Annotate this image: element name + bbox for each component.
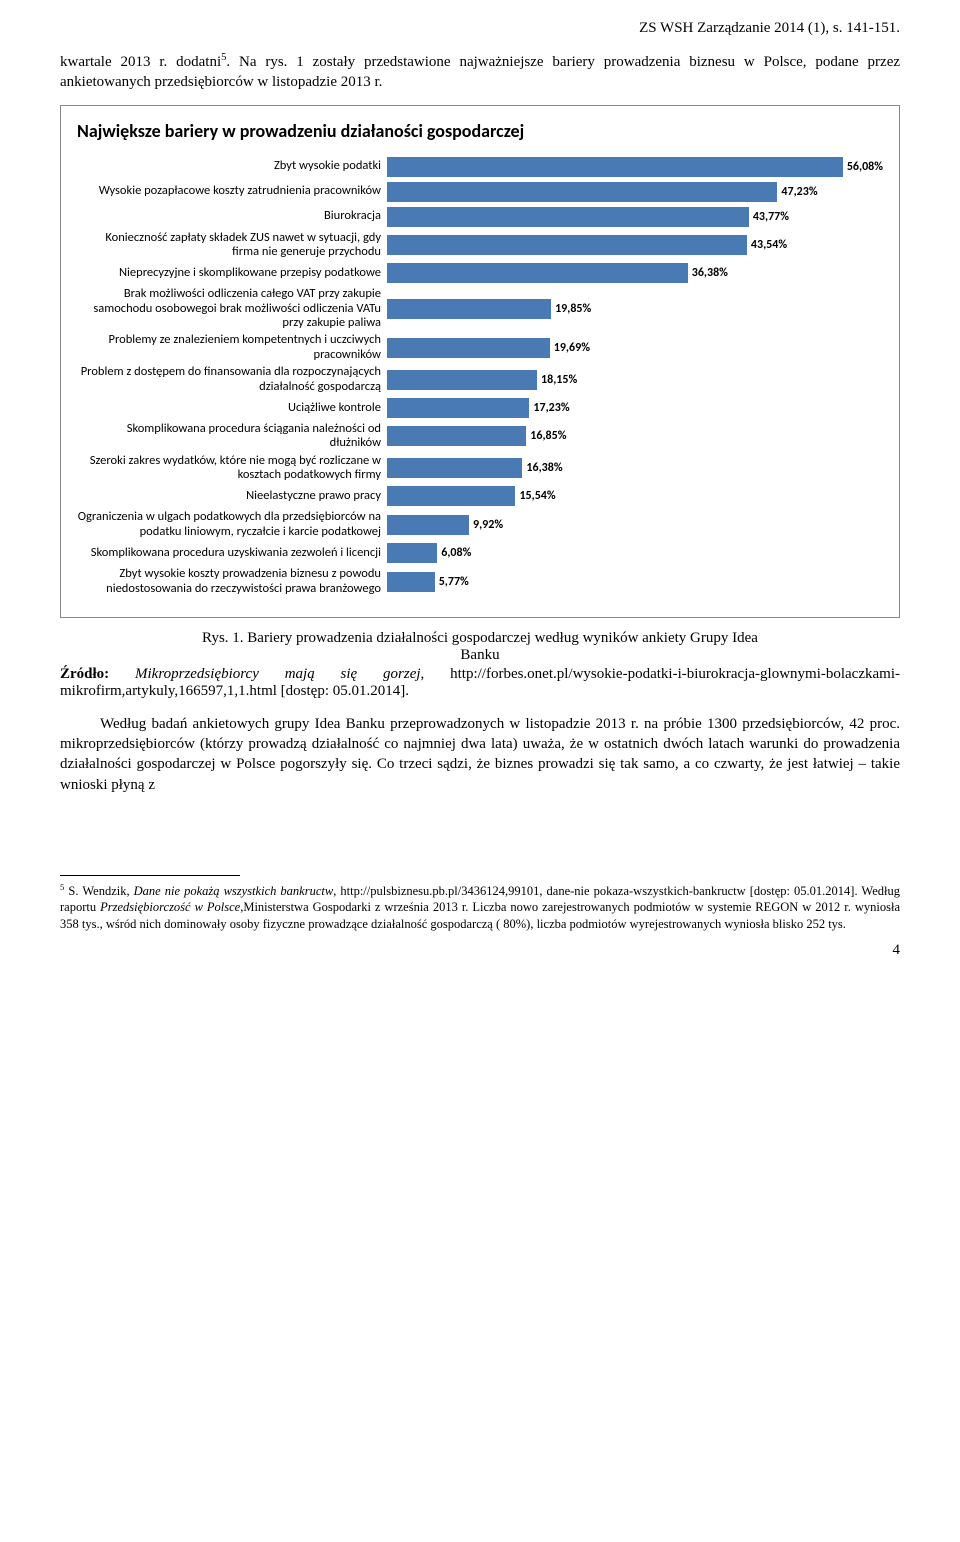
- chart-row: Wysokie pozapłacowe koszty zatrudnienia …: [77, 181, 883, 203]
- chart-bar: [387, 486, 515, 506]
- chart-bar-value: 15,54%: [519, 489, 555, 503]
- chart-row: Ograniczenia w ulgach podatkowych dla pr…: [77, 510, 883, 539]
- figure-caption: Rys. 1. Bariery prowadzenia działalności…: [60, 630, 900, 664]
- chart-bar-area: 5,77%: [387, 571, 883, 593]
- chart-bar: [387, 263, 688, 283]
- chart-bar: [387, 182, 777, 202]
- chart-bar-label: Brak możliwości odliczenia całego VAT pr…: [77, 287, 387, 330]
- chart-bar-label: Szeroki zakres wydatków, które nie mogą …: [77, 454, 387, 483]
- chart-bar-label: Nieprecyzyjne i skomplikowane przepisy p…: [77, 266, 387, 280]
- chart-row: Konieczność zapłaty składek ZUS nawet w …: [77, 231, 883, 260]
- chart-row: Problemy ze znalezieniem kompetentnych i…: [77, 333, 883, 362]
- chart-bar: [387, 398, 529, 418]
- chart-bar-label: Skomplikowana procedura uzyskiwania zezw…: [77, 546, 387, 560]
- chart-row: Szeroki zakres wydatków, które nie mogą …: [77, 454, 883, 483]
- chart-bar-value: 19,85%: [555, 302, 591, 316]
- chart-bar-value: 56,08%: [847, 160, 883, 174]
- chart-row: Uciążliwe kontrole 17,23%: [77, 397, 883, 419]
- chart-bar-label: Zbyt wysokie koszty prowadzenia biznesu …: [77, 567, 387, 596]
- chart-row: Skomplikowana procedura uzyskiwania zezw…: [77, 542, 883, 564]
- chart-bar: [387, 299, 551, 319]
- chart-row: Biurokracja 43,77%: [77, 206, 883, 228]
- chart-row: Nieelastyczne prawo pracy 15,54%: [77, 485, 883, 507]
- chart-bar-area: 43,54%: [387, 234, 883, 256]
- chart-title: Największe bariery w prowadzeniu działan…: [77, 120, 883, 142]
- chart-bar-value: 19,69%: [554, 341, 590, 355]
- chart-bar-value: 43,54%: [751, 238, 787, 252]
- source-title: Mikroprzedsiębiorcy mają się gorzej: [109, 666, 420, 682]
- chart-bar-area: 19,69%: [387, 337, 883, 359]
- paragraph-1: kwartale 2013 r. dodatni5. Na rys. 1 zos…: [60, 51, 900, 93]
- chart-bar-area: 56,08%: [387, 156, 883, 178]
- page-number: 4: [60, 942, 900, 959]
- footnote-ital-1: Dane nie pokażą wszystkich bankructw: [134, 884, 334, 898]
- caption-line-1: Rys. 1. Bariery prowadzenia działalności…: [202, 630, 758, 646]
- chart-bar-value: 36,38%: [692, 266, 728, 280]
- chart-bar-area: 17,23%: [387, 397, 883, 419]
- chart-bar-area: 19,85%: [387, 298, 883, 320]
- chart-bar-area: 16,85%: [387, 425, 883, 447]
- source-label: Źródło:: [60, 666, 109, 682]
- chart-bar-area: 36,38%: [387, 262, 883, 284]
- chart-bar-label: Konieczność zapłaty składek ZUS nawet w …: [77, 231, 387, 260]
- chart-bar-label: Skomplikowana procedura ściągania należn…: [77, 422, 387, 451]
- footnote-text-a: S. Wendzik,: [64, 884, 133, 898]
- footnote-ital-2: Przedsiębiorczość w Polsce,: [100, 900, 243, 914]
- chart-bar-value: 18,15%: [541, 373, 577, 387]
- chart-bar-value: 47,23%: [781, 185, 817, 199]
- chart-bar-area: 15,54%: [387, 485, 883, 507]
- source-line: Źródło: Mikroprzedsiębiorcy mają się gor…: [60, 666, 900, 700]
- chart-rows-container: Zbyt wysokie podatki 56,08% Wysokie pozapł…: [77, 156, 883, 596]
- chart-bar-area: 43,77%: [387, 206, 883, 228]
- chart-bar: [387, 207, 749, 227]
- chart-bar-area: 6,08%: [387, 542, 883, 564]
- chart-bar-value: 16,38%: [526, 461, 562, 475]
- caption-line-2: Banku: [460, 647, 499, 663]
- chart-bar-label: Uciążliwe kontrole: [77, 401, 387, 415]
- chart-bar: [387, 157, 843, 177]
- para1-text-a: kwartale 2013 r. dodatni: [60, 54, 221, 70]
- running-header: ZS WSH Zarządzanie 2014 (1), s. 141-151.: [60, 20, 900, 37]
- chart-bar-value: 9,92%: [473, 518, 503, 532]
- chart-row: Skomplikowana procedura ściągania należn…: [77, 422, 883, 451]
- barriers-chart: Największe bariery w prowadzeniu działan…: [60, 105, 900, 618]
- chart-bar: [387, 572, 435, 592]
- chart-row: Problem z dostępem do finansowania dla r…: [77, 365, 883, 394]
- footnote-5: 5 S. Wendzik, Dane nie pokażą wszystkich…: [60, 882, 900, 932]
- chart-bar-area: 16,38%: [387, 457, 883, 479]
- chart-bar-label: Biurokracja: [77, 209, 387, 223]
- chart-bar: [387, 235, 747, 255]
- chart-bar-value: 5,77%: [439, 575, 469, 589]
- chart-row: Nieprecyzyjne i skomplikowane przepisy p…: [77, 262, 883, 284]
- chart-row: Brak możliwości odliczenia całego VAT pr…: [77, 287, 883, 330]
- chart-bar-label: Ograniczenia w ulgach podatkowych dla pr…: [77, 510, 387, 539]
- chart-bar: [387, 515, 469, 535]
- chart-bar-value: 16,85%: [530, 429, 566, 443]
- paragraph-2: Według badań ankietowych grupy Idea Bank…: [60, 714, 900, 795]
- chart-row: Zbyt wysokie koszty prowadzenia biznesu …: [77, 567, 883, 596]
- chart-bar-label: Wysokie pozapłacowe koszty zatrudnienia …: [77, 184, 387, 198]
- chart-row: Zbyt wysokie podatki 56,08%: [77, 156, 883, 178]
- chart-bar-label: Problem z dostępem do finansowania dla r…: [77, 365, 387, 394]
- chart-bar-area: 47,23%: [387, 181, 883, 203]
- chart-bar-value: 17,23%: [533, 401, 569, 415]
- chart-bar: [387, 458, 522, 478]
- chart-bar-value: 6,08%: [441, 546, 471, 560]
- chart-bar-label: Problemy ze znalezieniem kompetentnych i…: [77, 333, 387, 362]
- chart-bar-label: Nieelastyczne prawo pracy: [77, 489, 387, 503]
- footnote-separator: [60, 875, 240, 876]
- chart-bar-area: 9,92%: [387, 514, 883, 536]
- chart-bar: [387, 338, 550, 358]
- chart-bar: [387, 370, 537, 390]
- chart-bar-label: Zbyt wysokie podatki: [77, 159, 387, 173]
- chart-bar: [387, 543, 437, 563]
- chart-bar: [387, 426, 526, 446]
- chart-bar-value: 43,77%: [753, 210, 789, 224]
- chart-bar-area: 18,15%: [387, 369, 883, 391]
